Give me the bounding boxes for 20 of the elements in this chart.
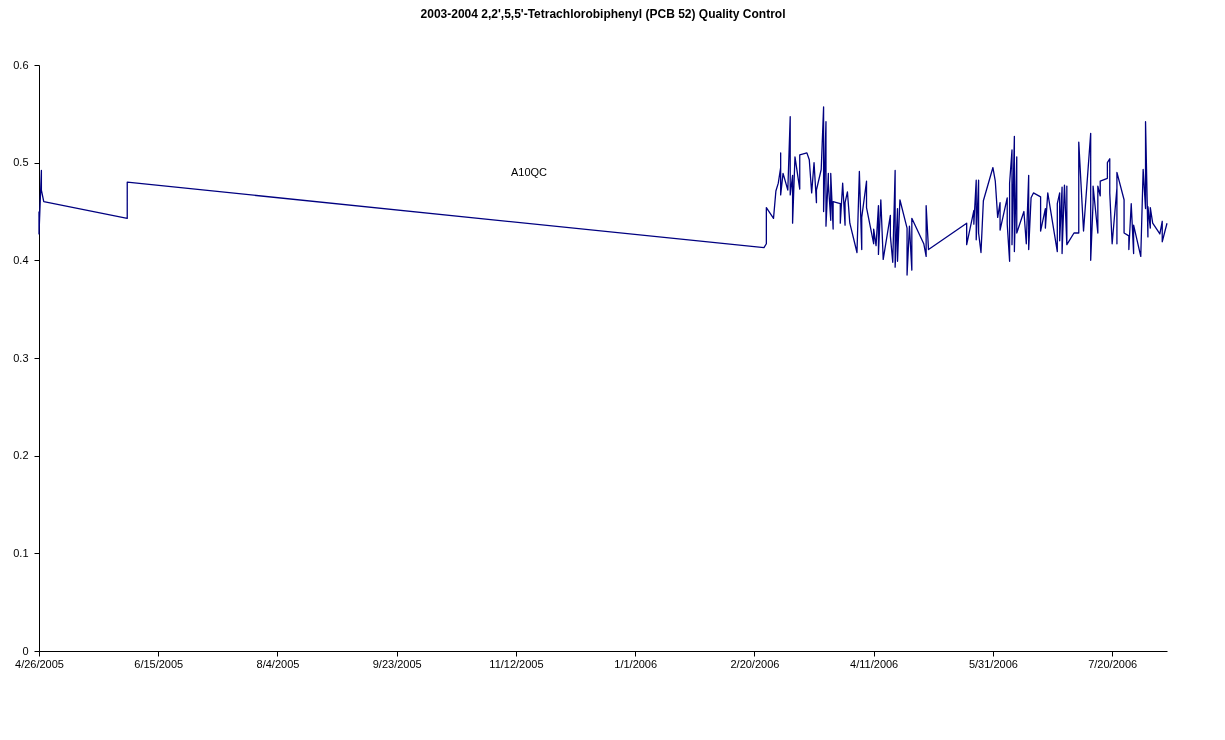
x-tick-label: 9/23/2005 xyxy=(372,657,422,670)
x-tick-label: 2/20/2006 xyxy=(730,657,780,670)
x-tick-label: 6/15/2005 xyxy=(134,657,184,670)
x-tick-label: 4/26/2005 xyxy=(15,657,64,670)
y-tick-label: 0.5 xyxy=(13,156,29,169)
y-tick-label: 0.3 xyxy=(13,351,29,364)
x-tick-label: 1/1/2006 xyxy=(614,657,658,670)
x-tick-label: 4/11/2006 xyxy=(850,657,899,670)
line-series xyxy=(38,106,1168,276)
x-tick-label: 8/4/2005 xyxy=(256,657,300,670)
annotation: A10QC xyxy=(510,166,548,178)
y-tick-label: 0.4 xyxy=(13,253,29,266)
y-tick-label: 0.1 xyxy=(13,546,29,559)
y-tick-label: 0 xyxy=(22,644,29,657)
x-tick-label: 7/20/2006 xyxy=(1088,657,1138,670)
y-tick-label: 0.6 xyxy=(13,58,29,71)
x-tick-label: 5/31/2006 xyxy=(968,657,1018,670)
y-tick-label: 0.2 xyxy=(13,449,29,462)
chart-title: 2003-2004 2,2',5,5'-Tetrachlorobiphenyl (PCB 52) Quality Control xyxy=(420,7,786,21)
x-tick-label: 11/12/2005 xyxy=(489,657,544,670)
